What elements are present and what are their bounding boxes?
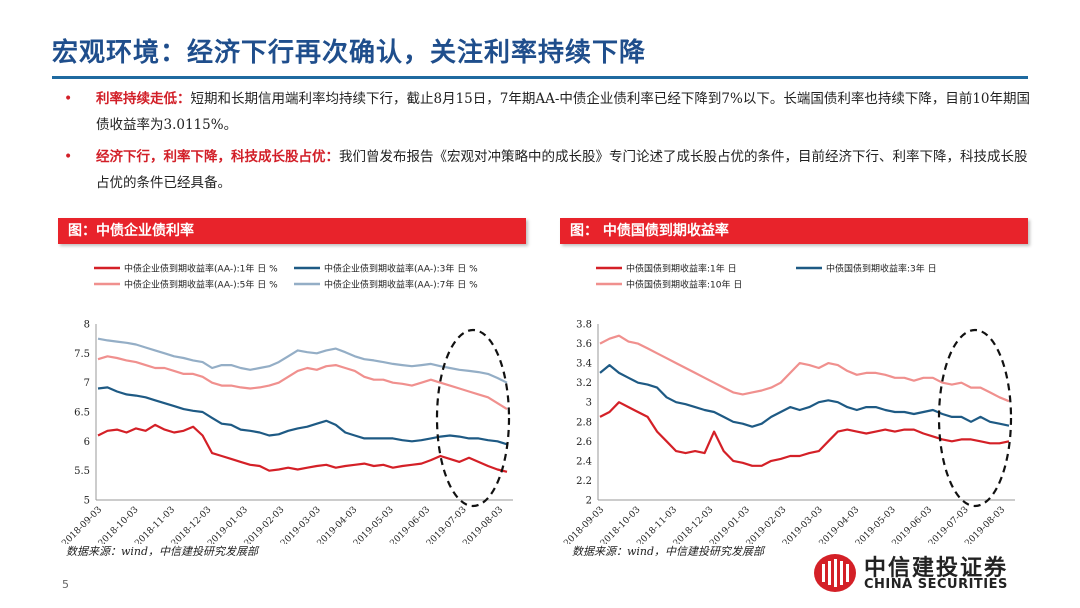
bullet-dot-icon: • (64, 91, 73, 107)
y-tick-label: 2.4 (576, 456, 592, 467)
chart-title: 图： 中债国债到期收益率 (560, 218, 1028, 244)
y-tick-label: 2.8 (576, 417, 592, 428)
legend-label: 中债企业债到期收益率(AA-):7年 日 % (324, 279, 478, 291)
brand-logo: 中信建投证券 CHINA SECURITIES (812, 550, 1042, 596)
bullet-lead: 利率持续走低： (96, 91, 191, 107)
bullet-lead: 经济下行，利率下降，科技成长股占优： (96, 149, 339, 165)
y-tick-label: 8 (84, 320, 90, 331)
x-tick-label: 2019-03-03 (781, 505, 825, 544)
y-tick-label: 5 (84, 496, 90, 507)
legend-label: 中债国债到期收益率:3年 日 (826, 263, 937, 275)
legend-entry: 中债企业债到期收益率(AA-):5年 日 % (94, 279, 278, 291)
data-source: 数据来源：wind，中信建投研究发展部 (66, 545, 259, 558)
y-tick-label: 3.2 (576, 378, 592, 389)
y-tick-label: 3.6 (576, 339, 592, 350)
highlight-ellipse (937, 328, 1013, 508)
x-tick-label: 2019-02-03 (745, 505, 789, 544)
x-tick-label: 2019-07-03 (425, 505, 469, 544)
x-tick-label: 2019-04-03 (818, 505, 862, 544)
y-tick-label: 3.4 (576, 359, 592, 370)
legend-entry: 中债企业债到期收益率(AA-):1年 日 % (94, 263, 278, 275)
y-tick-label: 3 (586, 398, 592, 409)
x-tick-label: 2019-07-03 (927, 505, 971, 544)
legend-label: 中债企业债到期收益率(AA-):3年 日 % (324, 263, 478, 275)
legend-entry: 中债国债到期收益率:3年 日 (796, 263, 937, 275)
page-number: 5 (62, 578, 69, 591)
x-tick-label: 2019-02-03 (243, 505, 287, 544)
x-tick-label: 2019-05-03 (352, 505, 396, 544)
y-tick-label: 2.6 (576, 437, 592, 448)
x-tick-label: 2018-09-03 (562, 505, 606, 544)
series-line (97, 337, 508, 384)
bullet-text: 我们曾发布报告《宏观对冲策略中的成长股》专门论述了成长股占优的条件，目前经济下行… (96, 149, 1028, 191)
y-tick-label: 3.8 (576, 320, 592, 331)
data-source: 数据来源：wind，中信建投研究发展部 (572, 545, 765, 558)
series-line (97, 423, 508, 473)
x-tick-label: 2019-06-03 (890, 505, 934, 544)
page-title: 宏观环境：经济下行再次确认，关注利率持续下降 (52, 38, 647, 68)
legend-label: 中债国债到期收益率:10年 日 (626, 279, 742, 291)
x-tick-label: 2019-04-03 (316, 505, 360, 544)
logo-english-name: CHINA SECURITIES (864, 577, 1008, 592)
logo-chinese-name: 中信建投证券 (864, 556, 1009, 581)
series-line (599, 401, 1010, 467)
x-tick-label: 2018-12-03 (672, 505, 716, 544)
legend-entry: 中债国债到期收益率:10年 日 (596, 279, 742, 291)
x-tick-label: 2018-12-03 (170, 505, 214, 544)
legend-entry: 中债国债到期收益率:1年 日 (596, 263, 737, 275)
x-tick-label: 2019-08-03 (963, 505, 1007, 544)
y-tick-label: 6 (84, 437, 90, 448)
y-tick-label: 7 (84, 378, 90, 389)
legend-label: 中债企业债到期收益率(AA-):1年 日 % (124, 263, 278, 275)
x-tick-label: 2018-11-03 (133, 505, 177, 544)
chart-title: 图：中债企业债利率 (58, 218, 526, 244)
x-tick-label: 2018-10-03 (97, 505, 141, 544)
legend-entry: 中债企业债到期收益率(AA-):7年 日 % (294, 279, 478, 291)
series-line (599, 363, 1010, 428)
x-tick-label: 2018-09-03 (60, 505, 104, 544)
bullet-item-rates: • 利率持续走低：短期和长期信用端利率均持续下行，截止8月15日，7年期AA-中… (60, 86, 1030, 138)
series-line (97, 355, 508, 411)
bullet-item-growth: • 经济下行，利率下降，科技成长股占优：我们曾发布报告《宏观对冲策略中的成长股》… (60, 144, 1030, 196)
y-tick-label: 2 (586, 496, 592, 507)
series-line (97, 386, 508, 446)
legend-label: 中债国债到期收益率:1年 日 (626, 263, 737, 275)
bullet-dot-icon: • (64, 149, 73, 165)
chart-panel-treasury: 图： 中债国债到期收益率 中债国债到期收益率:1年 日 中债国债到期收益率:3年 … (560, 218, 1028, 544)
series-line (599, 334, 1010, 403)
highlight-ellipse (435, 328, 511, 508)
x-tick-label: 2019-06-03 (388, 505, 432, 544)
x-tick-label: 2018-10-03 (599, 505, 643, 544)
legend-label: 中债企业债到期收益率(AA-):5年 日 % (124, 279, 278, 291)
corporate-bond-chart: 中债企业债到期收益率(AA-):1年 日 % 中债企业债到期收益率(AA-):3年… (60, 263, 513, 544)
x-tick-label: 2019-05-03 (854, 505, 898, 544)
china-securities-logo-icon (814, 554, 856, 592)
title-divider (52, 76, 1028, 79)
bullet-text: 短期和长期信用端利率均持续下行，截止8月15日，7年期AA-中债企业债利率已经下… (96, 91, 1031, 133)
y-tick-label: 7.5 (74, 349, 90, 360)
y-tick-label: 5.5 (74, 466, 90, 477)
bullet-list: • 利率持续走低：短期和长期信用端利率均持续下行，截止8月15日，7年期AA-中… (60, 86, 1030, 202)
legend-entry: 中债企业债到期收益率(AA-):3年 日 % (294, 263, 478, 275)
x-tick-label: 2019-08-03 (461, 505, 505, 544)
x-tick-label: 2019-03-03 (279, 505, 323, 544)
treasury-bond-chart: 中债国债到期收益率:1年 日 中债国债到期收益率:3年 日中债国债到期收益率:10… (562, 263, 1015, 544)
x-tick-label: 2019-01-03 (708, 505, 752, 544)
chart-panel-corporate: 图：中债企业债利率 中债企业债到期收益率(AA-):1年 日 % 中债企业债到期收… (58, 218, 526, 544)
x-tick-label: 2019-01-03 (206, 505, 250, 544)
y-tick-label: 2.2 (576, 476, 592, 487)
x-tick-label: 2018-11-03 (635, 505, 679, 544)
y-tick-label: 6.5 (74, 408, 90, 419)
